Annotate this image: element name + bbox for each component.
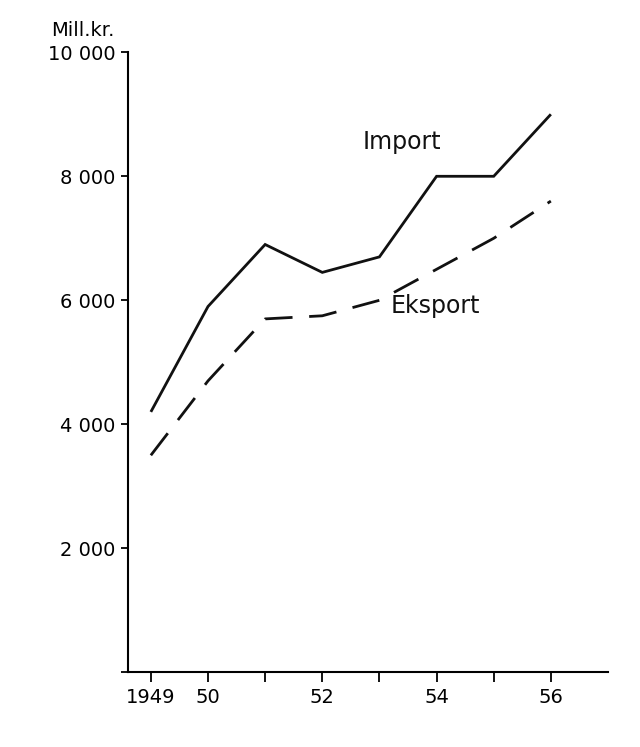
Text: Mill.kr.: Mill.kr.: [51, 21, 115, 40]
Text: Eksport: Eksport: [391, 294, 481, 318]
Text: Import: Import: [362, 130, 441, 154]
